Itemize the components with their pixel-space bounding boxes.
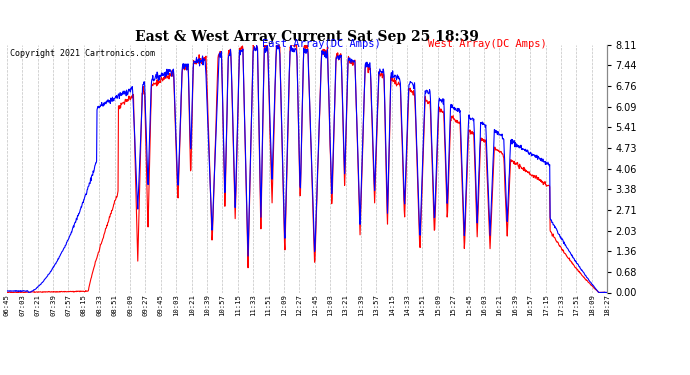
Text: West Array(DC Amps): West Array(DC Amps) <box>428 39 546 50</box>
Text: Copyright 2021 Cartronics.com: Copyright 2021 Cartronics.com <box>10 49 155 58</box>
Title: East & West Array Current Sat Sep 25 18:39: East & West Array Current Sat Sep 25 18:… <box>135 30 479 44</box>
Text: East Array(DC Amps): East Array(DC Amps) <box>262 39 381 50</box>
